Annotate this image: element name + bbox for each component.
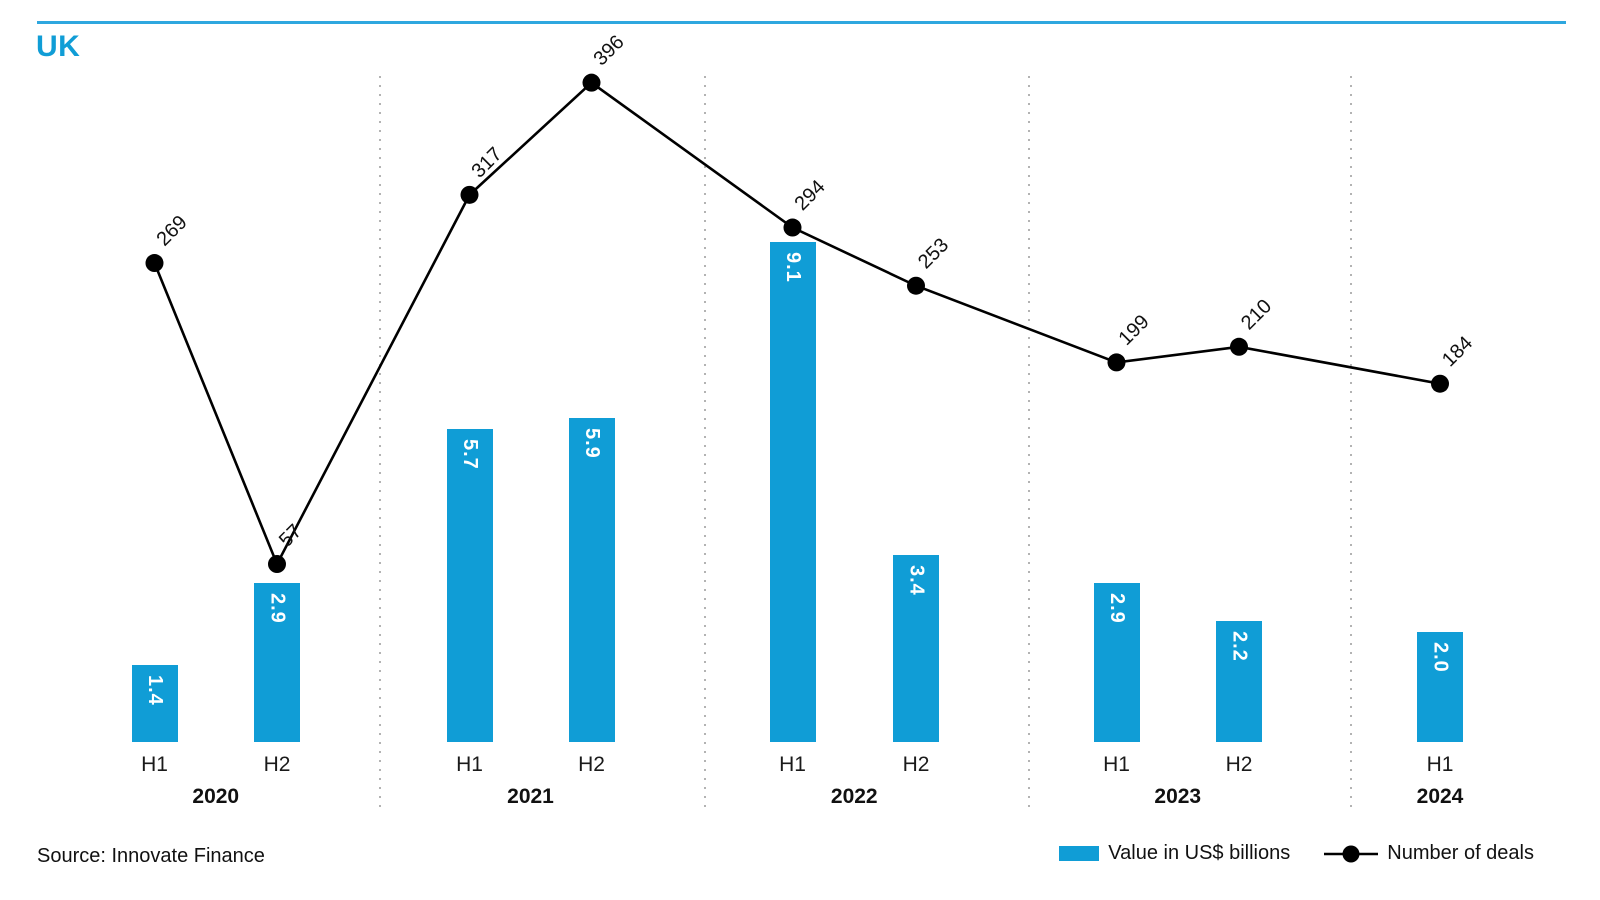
legend-bar-swatch-icon (1059, 846, 1100, 861)
deals-point-label: 57 (275, 520, 306, 551)
x-axis-year-label: 2020 (192, 785, 240, 808)
x-axis-half-label: H2 (578, 753, 605, 776)
year-separator-line (1028, 76, 1030, 807)
bar-value-label: 2.9 (266, 592, 289, 624)
deals-point-marker (1230, 337, 1248, 356)
value-bar-h1-2024: 2.0 (1417, 632, 1463, 742)
bar-value-label: 5.7 (459, 438, 481, 470)
x-axis-half-label: H1 (779, 753, 806, 776)
deals-point-marker (783, 218, 802, 237)
x-axis-half-label: H1 (1103, 753, 1130, 776)
year-separator-line (704, 76, 706, 807)
value-bar-h2-2022: 3.4 (893, 555, 939, 742)
bar-value-label: 9.1 (782, 251, 804, 283)
value-bar-h1-2020: 1.4 (131, 665, 178, 742)
deals-point-marker (907, 276, 925, 295)
deals-point-marker (460, 185, 479, 204)
deals-point-label: 210 (1237, 295, 1276, 334)
deals-point-label: 253 (914, 234, 953, 273)
x-axis-year-label: 2024 (1416, 785, 1464, 808)
deals-point-label: 294 (790, 176, 829, 215)
deals-point-marker (1107, 353, 1126, 372)
value-bar-h1-2022: 9.1 (769, 241, 816, 742)
source-note: Source: Innovate Finance (37, 845, 265, 867)
deals-point-marker (145, 254, 164, 273)
page-title: UK (36, 30, 81, 63)
bar-value-label: 2.9 (1106, 592, 1128, 624)
x-axis-half-label: H2 (902, 753, 930, 776)
x-axis-year-label: 2022 (830, 785, 878, 808)
bar-value-label: 1.4 (144, 675, 166, 706)
legend: Value in US$ billions Number of deals (1059, 842, 1534, 865)
deals-point-marker (582, 73, 601, 92)
deals-point-label: 317 (467, 143, 506, 182)
value-bar-h1-2023: 2.9 (1093, 582, 1140, 742)
bar-value-label: 2.0 (1429, 642, 1452, 673)
deals-point-label: 184 (1438, 332, 1477, 371)
value-bar-h1-2021: 5.7 (446, 428, 493, 742)
x-axis-year-label: 2023 (1154, 785, 1202, 808)
x-axis-half-label: H1 (141, 753, 168, 776)
deals-point-label: 269 (152, 211, 191, 250)
legend-line-label: Number of deals (1387, 842, 1534, 864)
deals-point-label: 396 (589, 31, 628, 70)
value-bar-h2-2023: 2.2 (1216, 621, 1262, 742)
x-axis-half-label: H1 (456, 753, 483, 776)
year-separator-line (1350, 76, 1352, 807)
x-axis-half-label: H2 (263, 753, 291, 776)
deals-point-label: 199 (1114, 311, 1153, 350)
value-bar-h2-2020: 2.9 (254, 582, 300, 742)
year-separator-line (379, 76, 381, 807)
combo-chart: 1.4 2.9 5.7 5.9 9.1 3.4 2.9 2.2 2.0 H1 H2 H1 H2 H1 H2 H… (131, 31, 1477, 808)
deals-line-layer: 269 57 317 396 294 253 199 210 184 (145, 31, 1477, 574)
legend-line-symbol-icon (1324, 845, 1379, 862)
bar-value-label: 5.9 (581, 427, 603, 459)
x-axis-year-label: 2021 (507, 785, 554, 808)
legend-bar-label: Value in US$ billions (1108, 842, 1291, 864)
x-axis-half-label: H2 (1225, 753, 1253, 776)
value-bar-h2-2021: 5.9 (568, 417, 615, 742)
top-rule (37, 21, 1566, 24)
x-axis-half-label: H1 (1426, 753, 1454, 776)
bar-value-label: 2.2 (1228, 631, 1251, 662)
deals-point-marker (1431, 374, 1449, 393)
deals-point-marker (268, 555, 286, 574)
bar-value-label: 3.4 (905, 565, 928, 596)
